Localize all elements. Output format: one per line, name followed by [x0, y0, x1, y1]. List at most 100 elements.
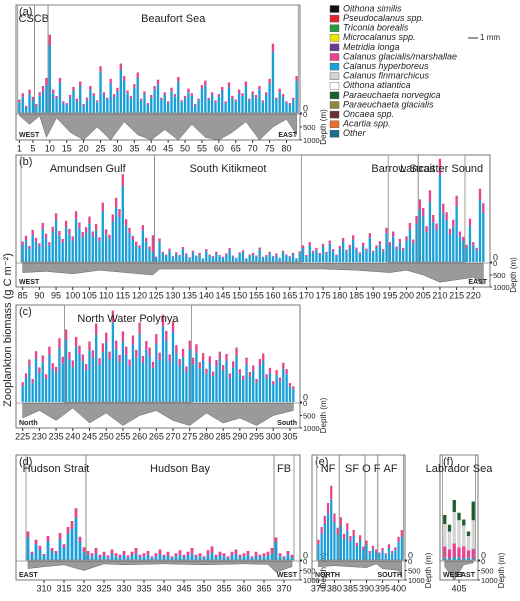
bar-segment [116, 91, 119, 113]
bar-segment [261, 102, 264, 113]
bar-segment [194, 557, 198, 560]
direction-label: South [277, 420, 297, 427]
bar-segment [262, 360, 265, 402]
bar-segment [41, 362, 44, 402]
bar-segment [154, 553, 158, 557]
bar-segment [70, 521, 74, 529]
bar-segment [98, 358, 101, 365]
x-tick-label: 140 [199, 290, 214, 300]
bar-segment [368, 233, 371, 238]
bar-segment [271, 256, 275, 258]
bar-segment [142, 553, 146, 557]
bar-segment [211, 371, 215, 377]
bar-segment [173, 96, 177, 113]
bar-segment [188, 349, 191, 402]
bar-segment [178, 550, 182, 555]
x-tick-label: 235 [49, 431, 64, 441]
bar-segment [425, 232, 428, 262]
x-tick-label: 90 [34, 290, 44, 300]
bar-segment [128, 359, 131, 366]
bar-segment [242, 375, 245, 380]
x-tick-label: 35 [129, 143, 139, 153]
bar-segment [128, 227, 131, 234]
bar-segment [134, 548, 138, 554]
bar-segment [392, 236, 395, 262]
bar-segment [224, 101, 227, 104]
depth-profile [27, 560, 293, 573]
bar-segment [261, 256, 265, 258]
x-tick-label: 300 [266, 431, 281, 441]
bar-segment [210, 92, 214, 95]
legend-label: Calanus finmarchicus [343, 71, 430, 81]
bar-segment [205, 373, 208, 402]
bar-segment [178, 365, 181, 402]
bar-segment [115, 340, 118, 350]
bar-segment [452, 226, 455, 262]
bar-segment [254, 95, 258, 98]
bar-segment [218, 351, 221, 360]
bar-segment [130, 551, 134, 556]
bar-segment [46, 536, 50, 542]
bar-segment [290, 557, 294, 560]
bar-segment [94, 553, 98, 560]
bar-segment [245, 364, 248, 402]
bar-segment [351, 239, 355, 262]
bar-segment [418, 199, 422, 210]
bar-segment [278, 553, 282, 557]
bar-segment [175, 345, 178, 354]
bar-segment [282, 557, 286, 560]
bar-segment [435, 229, 438, 262]
bar-segment [195, 256, 198, 262]
bar-segment [208, 363, 211, 402]
bar-segment [217, 94, 221, 97]
bar-segment [61, 363, 64, 402]
bar-segment [31, 99, 35, 113]
x-tick-label: 260 [132, 431, 147, 441]
bar-segment [166, 103, 170, 113]
bar-segment [271, 257, 275, 262]
depth-tick-label: 0 [303, 557, 307, 566]
panel-label: (e) [315, 456, 328, 468]
bar-segment [58, 539, 62, 560]
bar-segment [281, 250, 285, 253]
bar-segment [198, 556, 202, 560]
x-tick-label: 265 [149, 431, 164, 441]
bar-segment [371, 548, 375, 560]
bar-segment [165, 341, 168, 402]
bar-segment [211, 376, 215, 402]
bar-segment [221, 86, 224, 91]
bar-segment [468, 225, 472, 262]
bar-segment [101, 202, 104, 212]
depth-axis-label: Depth (m) [319, 552, 328, 588]
bar-segment [178, 256, 181, 262]
bar-segment [198, 254, 201, 262]
bar-segment [222, 553, 226, 557]
bar-segment [248, 376, 252, 402]
bar-segment [55, 98, 58, 113]
bar-segment [92, 95, 95, 113]
bar-segment [158, 554, 162, 560]
bar-segment [455, 206, 458, 262]
x-tick-label: 340 [156, 583, 171, 593]
bar-segment [90, 556, 94, 560]
bar-segment [472, 242, 475, 246]
bar-segment [51, 369, 54, 402]
bar-segment [64, 339, 68, 402]
bar-segment [91, 350, 95, 359]
bar-segment [171, 332, 175, 402]
bar-segment [425, 226, 428, 233]
bar-segment [44, 238, 48, 262]
region-label: Amundsen Gulf [50, 163, 127, 175]
bar-segment [251, 252, 255, 255]
bar-segment [68, 95, 72, 98]
scale-label: 1 mm [480, 33, 500, 42]
bar-segment [150, 97, 153, 113]
bar-segment [371, 545, 375, 549]
x-tick-label: 175 [316, 290, 331, 300]
bar-segment [207, 97, 210, 100]
bar-segment [447, 558, 452, 560]
bar-segment [38, 367, 41, 373]
bar-segment [442, 203, 445, 214]
bar-segment [75, 101, 79, 113]
legend-swatch [329, 62, 340, 71]
